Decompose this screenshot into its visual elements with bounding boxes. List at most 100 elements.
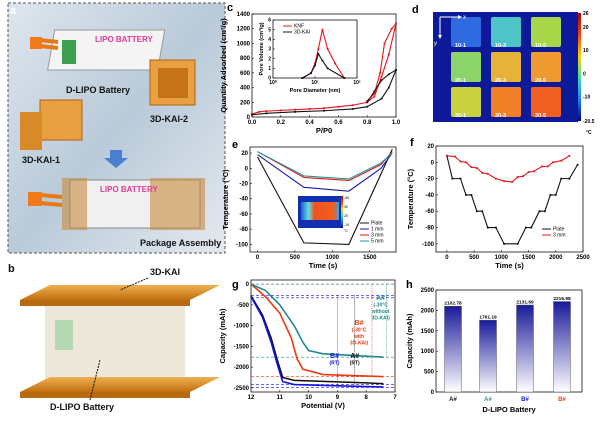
bottom-3d-kai-plate bbox=[20, 377, 220, 392]
data-point bbox=[380, 75, 383, 78]
data-point bbox=[323, 109, 325, 112]
thermal-inset: -55 30 25 -19 °C bbox=[298, 196, 349, 233]
y-tick-label: 0 bbox=[246, 282, 250, 288]
panel-letter: e bbox=[232, 139, 238, 151]
legend-label: KNF bbox=[294, 24, 304, 30]
data-point bbox=[503, 242, 505, 245]
series-line-1 bbox=[366, 23, 397, 102]
data-point bbox=[380, 97, 383, 100]
data-point bbox=[317, 52, 320, 55]
x-axis-label: Potential (V) bbox=[301, 401, 345, 410]
data-point bbox=[546, 165, 549, 168]
sample-square bbox=[531, 52, 561, 82]
panel-letter: c bbox=[227, 2, 233, 14]
panel-letter: b bbox=[8, 263, 15, 275]
x-tick-label: 10 bbox=[305, 395, 312, 401]
package-assembly-label: Package Assembly bbox=[140, 238, 221, 248]
y-tick-label: 1000 bbox=[237, 41, 251, 47]
sample-label: 30-3 bbox=[495, 113, 506, 119]
sample-square bbox=[491, 52, 521, 82]
y-tick-label: 0 bbox=[247, 115, 251, 121]
legend-label: 3 mm bbox=[553, 233, 566, 239]
y-tick-label: 1200 bbox=[237, 27, 251, 33]
y-tick-label: -40 bbox=[425, 193, 434, 199]
data-point bbox=[366, 105, 369, 108]
x-tick-label: 10⁰ bbox=[269, 80, 277, 86]
colorbar-tick: 10 bbox=[583, 48, 589, 54]
data-point bbox=[524, 226, 527, 229]
data-point bbox=[541, 165, 544, 168]
plot-frame bbox=[250, 279, 396, 393]
x-tick-label: 11 bbox=[277, 395, 284, 401]
annotation-label: 3D-KAI) bbox=[371, 316, 390, 322]
data-point bbox=[251, 113, 253, 116]
sample-square bbox=[451, 17, 481, 47]
plot-frame bbox=[249, 146, 397, 253]
data-point bbox=[390, 27, 393, 30]
data-point bbox=[373, 92, 376, 95]
x-category-label: B# bbox=[558, 397, 566, 403]
y-tick-label: -20 bbox=[425, 177, 434, 183]
bar bbox=[553, 301, 571, 393]
bar-value-label: 2216.98 bbox=[553, 296, 571, 302]
sample-label: 20-5 bbox=[535, 78, 546, 84]
annotation-label: (-30°C bbox=[352, 328, 367, 334]
data-point bbox=[470, 166, 473, 169]
data-point bbox=[383, 42, 386, 45]
series-line-1 bbox=[446, 155, 570, 183]
x-tick-label: 500 bbox=[290, 255, 301, 261]
y-tick-label: -80 bbox=[239, 227, 248, 233]
x-tick-label: 8 bbox=[365, 395, 369, 401]
y-axis-label: Quantity Adsorbed (cm³/g) bbox=[219, 18, 228, 113]
data-point bbox=[387, 53, 390, 56]
x-tick-label: 0 bbox=[256, 255, 260, 261]
legend-label: 5 mm bbox=[371, 239, 384, 245]
panel-a: a LIPO BATTERY D-LIPO Battery 3D-KAI-2 3… bbox=[7, 2, 226, 254]
annotation-label: 3D-KAI) bbox=[350, 341, 369, 347]
top-3d-kai-plate bbox=[20, 285, 220, 300]
bar bbox=[444, 306, 462, 393]
data-point bbox=[321, 59, 324, 62]
y-tick-label: -40 bbox=[239, 197, 248, 203]
data-point bbox=[334, 62, 336, 65]
series-line-0 bbox=[257, 149, 393, 245]
bar-value-label: 2102.78 bbox=[444, 301, 462, 307]
x-tick-label: 1000 bbox=[326, 255, 340, 261]
panel-d: 10-1 10-3 10-5 20-1 20-3 20-5 30-1 30-3 30-5 x y… bbox=[433, 11, 595, 136]
3d-kai-label: 3D-KAI bbox=[150, 267, 180, 277]
y-tick-label: -1000 bbox=[234, 324, 250, 330]
y-tick-label: -100 bbox=[236, 242, 249, 248]
x-axis-label: P/P0 bbox=[316, 126, 332, 135]
data-point bbox=[522, 175, 525, 178]
x-category-label: A# bbox=[484, 397, 492, 403]
data-point bbox=[395, 69, 397, 71]
x-axis-label: Pore Diameter (nm) bbox=[290, 88, 341, 94]
data-point bbox=[475, 167, 478, 169]
series-line-1 bbox=[250, 296, 384, 388]
sample-label: 30-1 bbox=[455, 113, 466, 119]
y-tick-label: -20 bbox=[239, 182, 248, 188]
y-tick-label: 0 bbox=[431, 390, 435, 396]
x-tick-label: 500 bbox=[469, 255, 480, 261]
y-tick-label: 1000 bbox=[421, 349, 435, 355]
y-tick-label: 1500 bbox=[421, 329, 435, 335]
annotation-label: (RT) bbox=[350, 361, 360, 367]
data-point bbox=[451, 177, 454, 180]
data-point bbox=[258, 110, 261, 113]
y-axis-label: Pore Volume (cm³/g) bbox=[258, 22, 265, 75]
annotation-label: A# bbox=[350, 353, 359, 360]
series-line-3 bbox=[257, 151, 393, 180]
data-point bbox=[459, 160, 462, 163]
chart-inset: 10⁰ 10¹ 10² 0 1 2 3 4 5 6 Pore Diameter (nm) Pore V… bbox=[258, 18, 361, 94]
y-tick-label: -500 bbox=[237, 303, 250, 309]
sample-square bbox=[451, 87, 481, 117]
data-point bbox=[337, 105, 340, 108]
sample-label: 20-3 bbox=[495, 78, 506, 84]
x-tick-label: 2000 bbox=[549, 255, 563, 261]
data-point bbox=[533, 170, 535, 173]
y-axis-label: Capacity (mAh) bbox=[405, 313, 414, 369]
y-tick-label: 2500 bbox=[421, 288, 435, 294]
x-tick-label: 7 bbox=[393, 395, 397, 401]
sample-label: 10-5 bbox=[535, 43, 546, 49]
x-tick-label: 9 bbox=[336, 395, 340, 401]
